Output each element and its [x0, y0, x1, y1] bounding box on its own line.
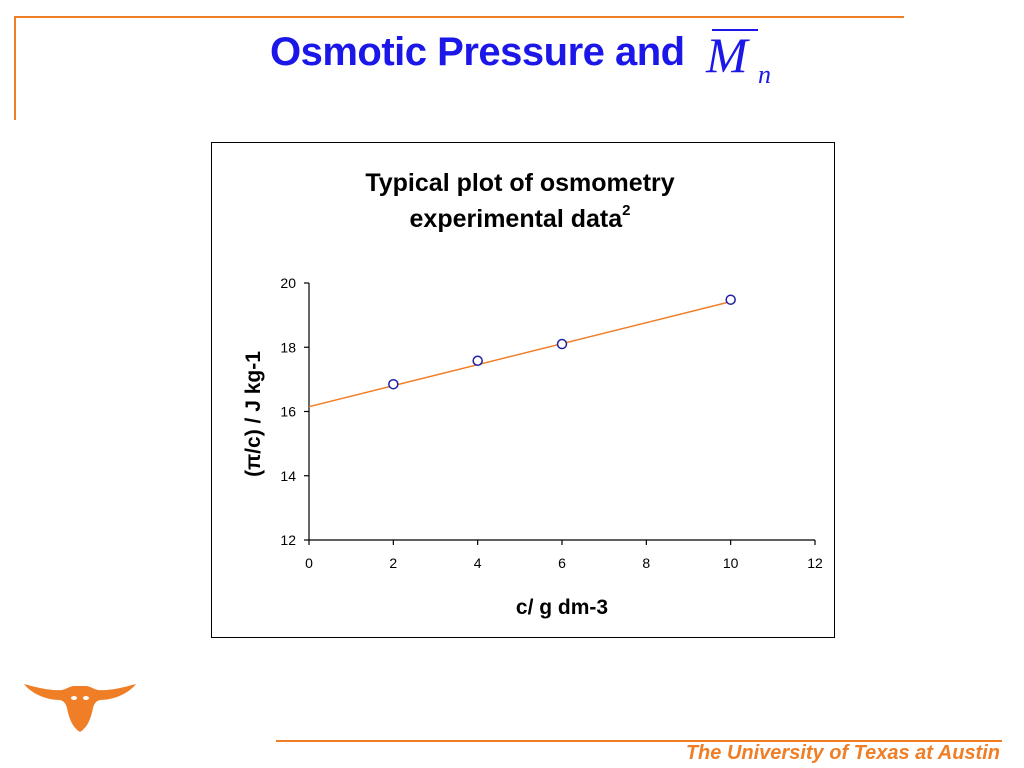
axes: 12 14 16 18 20 0 2 4 6 8 10 12: [280, 275, 823, 571]
data-point: [556, 338, 568, 350]
symbol-main: M: [706, 27, 748, 83]
x-tick-label: 6: [558, 555, 566, 571]
slide-title: Osmotic Pressure and: [270, 30, 685, 74]
x-tick-label: 0: [305, 555, 313, 571]
x-tick-label: 12: [807, 555, 823, 571]
chart-title-line2: experimental data2: [410, 202, 631, 233]
left-frame-line: [14, 16, 16, 120]
chart-title-line2-main: experimental data: [410, 205, 624, 233]
y-tick-label: 14: [280, 468, 296, 484]
top-frame-line: [14, 16, 904, 18]
footer-line: [276, 740, 1002, 742]
mn-symbol: M n: [706, 26, 796, 96]
data-point: [725, 294, 736, 305]
y-tick-label: 20: [280, 275, 296, 291]
chart-svg: Typical plot of osmometry experimental d…: [242, 169, 823, 619]
data-point: [472, 355, 483, 366]
x-tick-label: 10: [723, 555, 739, 571]
data-point: [388, 378, 399, 390]
longhorn-logo: [24, 684, 136, 732]
chart-title-line1: Typical plot of osmometry: [365, 169, 674, 197]
chart-title-superscript: 2: [622, 202, 630, 219]
y-axis-label: (π/c) / J kg-1: [242, 351, 265, 477]
y-tick-label: 16: [280, 404, 296, 420]
symbol-subscript: n: [758, 60, 771, 89]
overline: [712, 29, 758, 31]
x-tick-label: 4: [474, 555, 482, 571]
x-tick-label: 2: [389, 555, 397, 571]
footer-text: The University of Texas at Austin: [685, 742, 1000, 764]
y-tick-label: 12: [280, 532, 296, 548]
chart-container: Typical plot of osmometry experimental d…: [211, 142, 835, 638]
x-axis-label: c/ g dm-3: [516, 596, 608, 619]
x-tick-label: 8: [642, 555, 650, 571]
y-tick-label: 18: [280, 339, 296, 355]
trendline: [308, 300, 731, 408]
plot-marks: [308, 294, 736, 408]
